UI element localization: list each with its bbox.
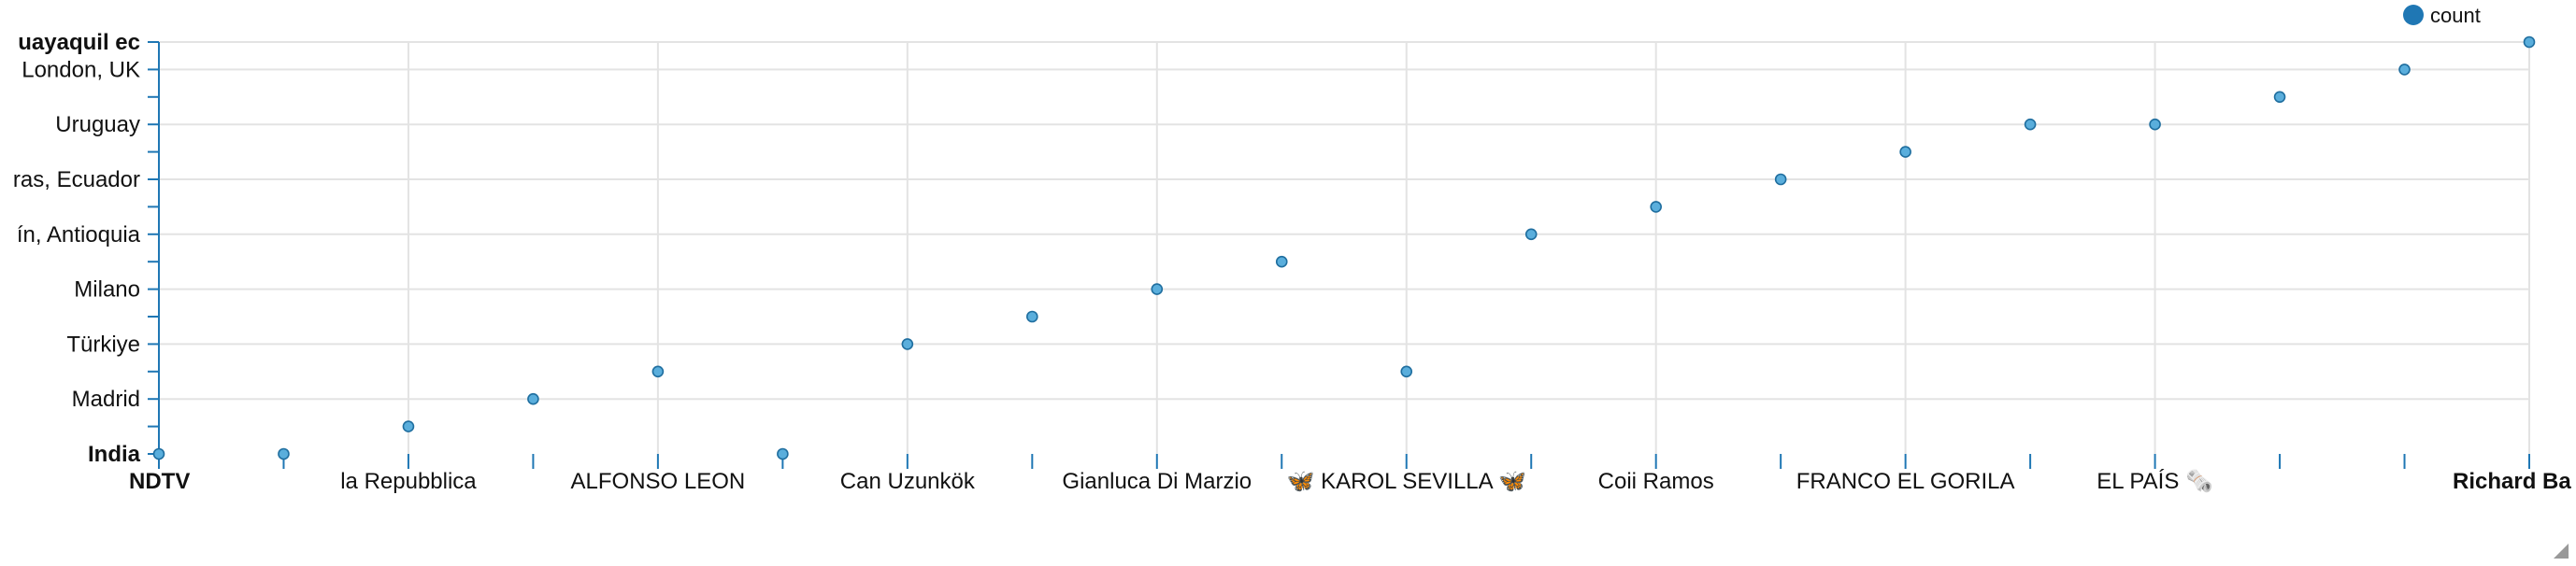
y-tick-label: uayaquil ec bbox=[18, 30, 140, 55]
y-tick-label: Türkiye bbox=[66, 332, 140, 357]
y-tick-label: India bbox=[88, 442, 141, 467]
x-tick-label: la Repubblica bbox=[340, 469, 477, 494]
y-tick-label: Madrid bbox=[72, 387, 140, 412]
x-axis-ticks: NDTV la Repubblica ALFONSO LEON Can Uzunkök… bbox=[129, 454, 2571, 494]
data-point[interactable] bbox=[1524, 228, 1538, 241]
x-tick-label: Coii Ramos bbox=[1598, 469, 1714, 494]
legend-swatch bbox=[2403, 5, 2424, 25]
data-point[interactable] bbox=[1774, 173, 1787, 186]
data-point[interactable] bbox=[2024, 118, 2037, 131]
data-point[interactable] bbox=[651, 365, 665, 378]
data-point[interactable] bbox=[152, 447, 165, 460]
y-axis-ticks: India Madrid Türkiye Milano ín, Antioquia ras… bbox=[13, 30, 159, 467]
data-point[interactable] bbox=[1899, 146, 1911, 158]
x-tick-label: Gianluca Di Marzio bbox=[1062, 469, 1252, 494]
y-tick-label: ras, Ecuador bbox=[13, 167, 140, 192]
data-point[interactable] bbox=[1275, 255, 1288, 268]
y-tick-label: Milano bbox=[74, 277, 140, 303]
data-point[interactable] bbox=[527, 392, 539, 405]
grid bbox=[159, 41, 2530, 454]
x-tick-label: EL PAÍS 🗞️ bbox=[2097, 469, 2213, 494]
y-tick-label: London, UK bbox=[21, 57, 140, 82]
data-point[interactable] bbox=[1026, 310, 1038, 323]
resize-handle-icon[interactable] bbox=[2550, 540, 2569, 559]
x-tick-label: Can Uzunkök bbox=[840, 469, 976, 494]
data-points bbox=[152, 35, 2536, 460]
data-point[interactable] bbox=[1400, 365, 1413, 378]
data-point[interactable] bbox=[1650, 201, 1662, 213]
legend-label: count bbox=[2430, 4, 2481, 27]
data-point[interactable] bbox=[2273, 91, 2286, 104]
data-point[interactable] bbox=[2149, 118, 2161, 131]
x-tick-label: FRANCO EL GORILA bbox=[1796, 469, 2015, 494]
data-point[interactable] bbox=[2523, 35, 2536, 49]
data-point[interactable] bbox=[278, 447, 290, 460]
data-point[interactable] bbox=[777, 447, 789, 460]
x-tick-label: NDTV bbox=[129, 469, 190, 494]
legend[interactable]: count bbox=[2403, 4, 2481, 27]
data-point[interactable] bbox=[1151, 283, 1164, 295]
x-tick-label: Richard Ba bbox=[2453, 469, 2571, 494]
x-tick-label: 🦋 KAROL SEVILLA 🦋 bbox=[1287, 469, 1526, 494]
data-point[interactable] bbox=[2398, 64, 2411, 76]
data-point[interactable] bbox=[402, 420, 415, 432]
x-tick-label: ALFONSO LEON bbox=[571, 469, 746, 494]
y-tick-label: Uruguay bbox=[55, 112, 140, 137]
y-tick-label: ín, Antioquia bbox=[17, 222, 141, 248]
data-point[interactable] bbox=[901, 338, 914, 350]
